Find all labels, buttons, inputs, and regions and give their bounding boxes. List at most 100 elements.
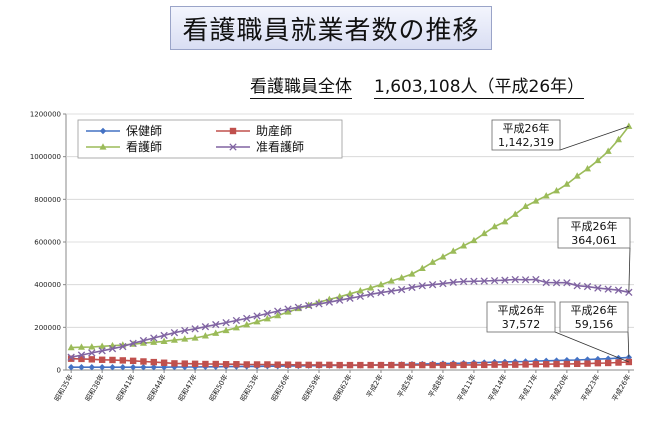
x-tick-label: 平成23年 — [579, 373, 602, 403]
data-point — [573, 282, 581, 290]
x-tick-label: 昭和62年 — [331, 373, 354, 403]
data-point — [99, 127, 107, 135]
y-tick-label: 1200000 — [30, 111, 61, 119]
data-point — [470, 236, 478, 244]
data-point — [88, 349, 96, 357]
data-point — [160, 359, 168, 366]
data-point — [119, 357, 126, 364]
callout-value: 364,061 — [571, 234, 617, 247]
data-point — [574, 360, 581, 368]
data-point-stroke — [160, 331, 168, 340]
data-point — [171, 360, 178, 367]
data-point — [563, 356, 571, 364]
data-point — [398, 361, 405, 369]
x-tick-label: 昭和53年 — [238, 373, 261, 403]
y-tick-label: 600000 — [34, 239, 61, 247]
data-point — [191, 334, 199, 341]
series-junkangoshi — [67, 275, 633, 361]
subtitle-label: 看護職員全体 — [250, 77, 352, 99]
y-tick-label: 200000 — [34, 324, 61, 332]
data-point — [129, 357, 137, 365]
data-point — [532, 197, 540, 204]
data-point-stroke — [614, 286, 623, 294]
data-point-stroke — [428, 281, 437, 289]
data-point-stroke — [511, 275, 519, 284]
data-point — [233, 361, 240, 368]
data-point-stroke — [263, 309, 272, 318]
data-point — [336, 296, 344, 304]
data-point — [594, 355, 602, 363]
title-box: 看護職員就業者数の推移 — [170, 6, 492, 50]
x-tick-label: 平成5年 — [395, 373, 416, 400]
data-point — [263, 309, 272, 318]
data-point — [274, 307, 282, 315]
data-point — [202, 360, 209, 368]
data-point — [583, 282, 592, 291]
data-point — [336, 361, 343, 369]
data-point — [201, 323, 210, 331]
legend-item-hokenshi: 保健師 — [86, 124, 162, 138]
legend-label: 保健師 — [126, 124, 162, 138]
x-tick-label: 昭和59年 — [300, 373, 323, 403]
data-point — [563, 360, 571, 368]
x-tick-label: 平成2年 — [364, 373, 385, 400]
data-point-stroke — [480, 277, 488, 285]
data-point — [222, 326, 230, 334]
data-point — [109, 356, 116, 364]
data-point-stroke — [88, 349, 96, 357]
data-point — [284, 361, 292, 368]
data-point — [604, 355, 612, 362]
data-point — [501, 361, 509, 368]
data-point — [253, 312, 261, 320]
data-point-stroke — [532, 275, 540, 284]
x-tick-label: 昭和44年 — [145, 373, 168, 403]
data-point — [377, 361, 385, 369]
data-point — [460, 242, 468, 249]
data-point-stroke — [563, 279, 571, 287]
x-axis-ticks: 昭和35年 昭和38年 昭和41年 昭和44年 昭和47年 昭和50年 昭和53年 昭和56年… — [52, 372, 632, 402]
legend-label: 准看護師 — [256, 139, 304, 154]
data-point — [325, 298, 334, 306]
data-point-stroke — [583, 282, 592, 291]
data-point — [222, 361, 230, 368]
data-point-stroke — [439, 279, 447, 288]
callout-value: 1,142,319 — [498, 136, 554, 149]
data-point-stroke — [346, 294, 354, 302]
data-point — [449, 247, 457, 254]
data-point — [243, 361, 250, 368]
data-point-stroke — [397, 285, 406, 294]
data-point — [201, 332, 209, 339]
data-point — [67, 353, 75, 361]
data-point — [625, 122, 633, 129]
data-point-stroke — [77, 351, 86, 359]
data-point — [387, 287, 395, 295]
data-point — [418, 264, 426, 272]
data-point-stroke — [212, 320, 220, 329]
y-tick-label: 400000 — [34, 281, 61, 289]
data-point — [98, 356, 106, 363]
data-point — [98, 364, 106, 371]
data-point — [88, 356, 96, 363]
data-point-stroke — [573, 282, 581, 290]
data-point — [470, 277, 478, 285]
x-tick-label: 平成20年 — [548, 373, 571, 403]
y-axis-ticks: 0 200000 400000 600000 800000 1000000 1200000 — [30, 111, 61, 375]
data-point — [574, 356, 581, 364]
data-point-stroke — [232, 316, 241, 325]
data-point — [232, 323, 240, 331]
data-point — [356, 287, 364, 294]
data-point — [584, 360, 591, 367]
series-layer — [67, 122, 633, 371]
data-point-stroke — [470, 277, 478, 285]
data-point — [232, 316, 241, 325]
data-point — [418, 282, 426, 290]
data-point — [229, 127, 237, 135]
data-point — [615, 135, 623, 143]
data-point — [191, 325, 199, 333]
x-tick-label: 昭和41年 — [114, 373, 137, 403]
data-point — [366, 290, 375, 298]
legend-label: 看護師 — [126, 139, 162, 154]
x-tick-label: 昭和35年 — [52, 373, 75, 403]
